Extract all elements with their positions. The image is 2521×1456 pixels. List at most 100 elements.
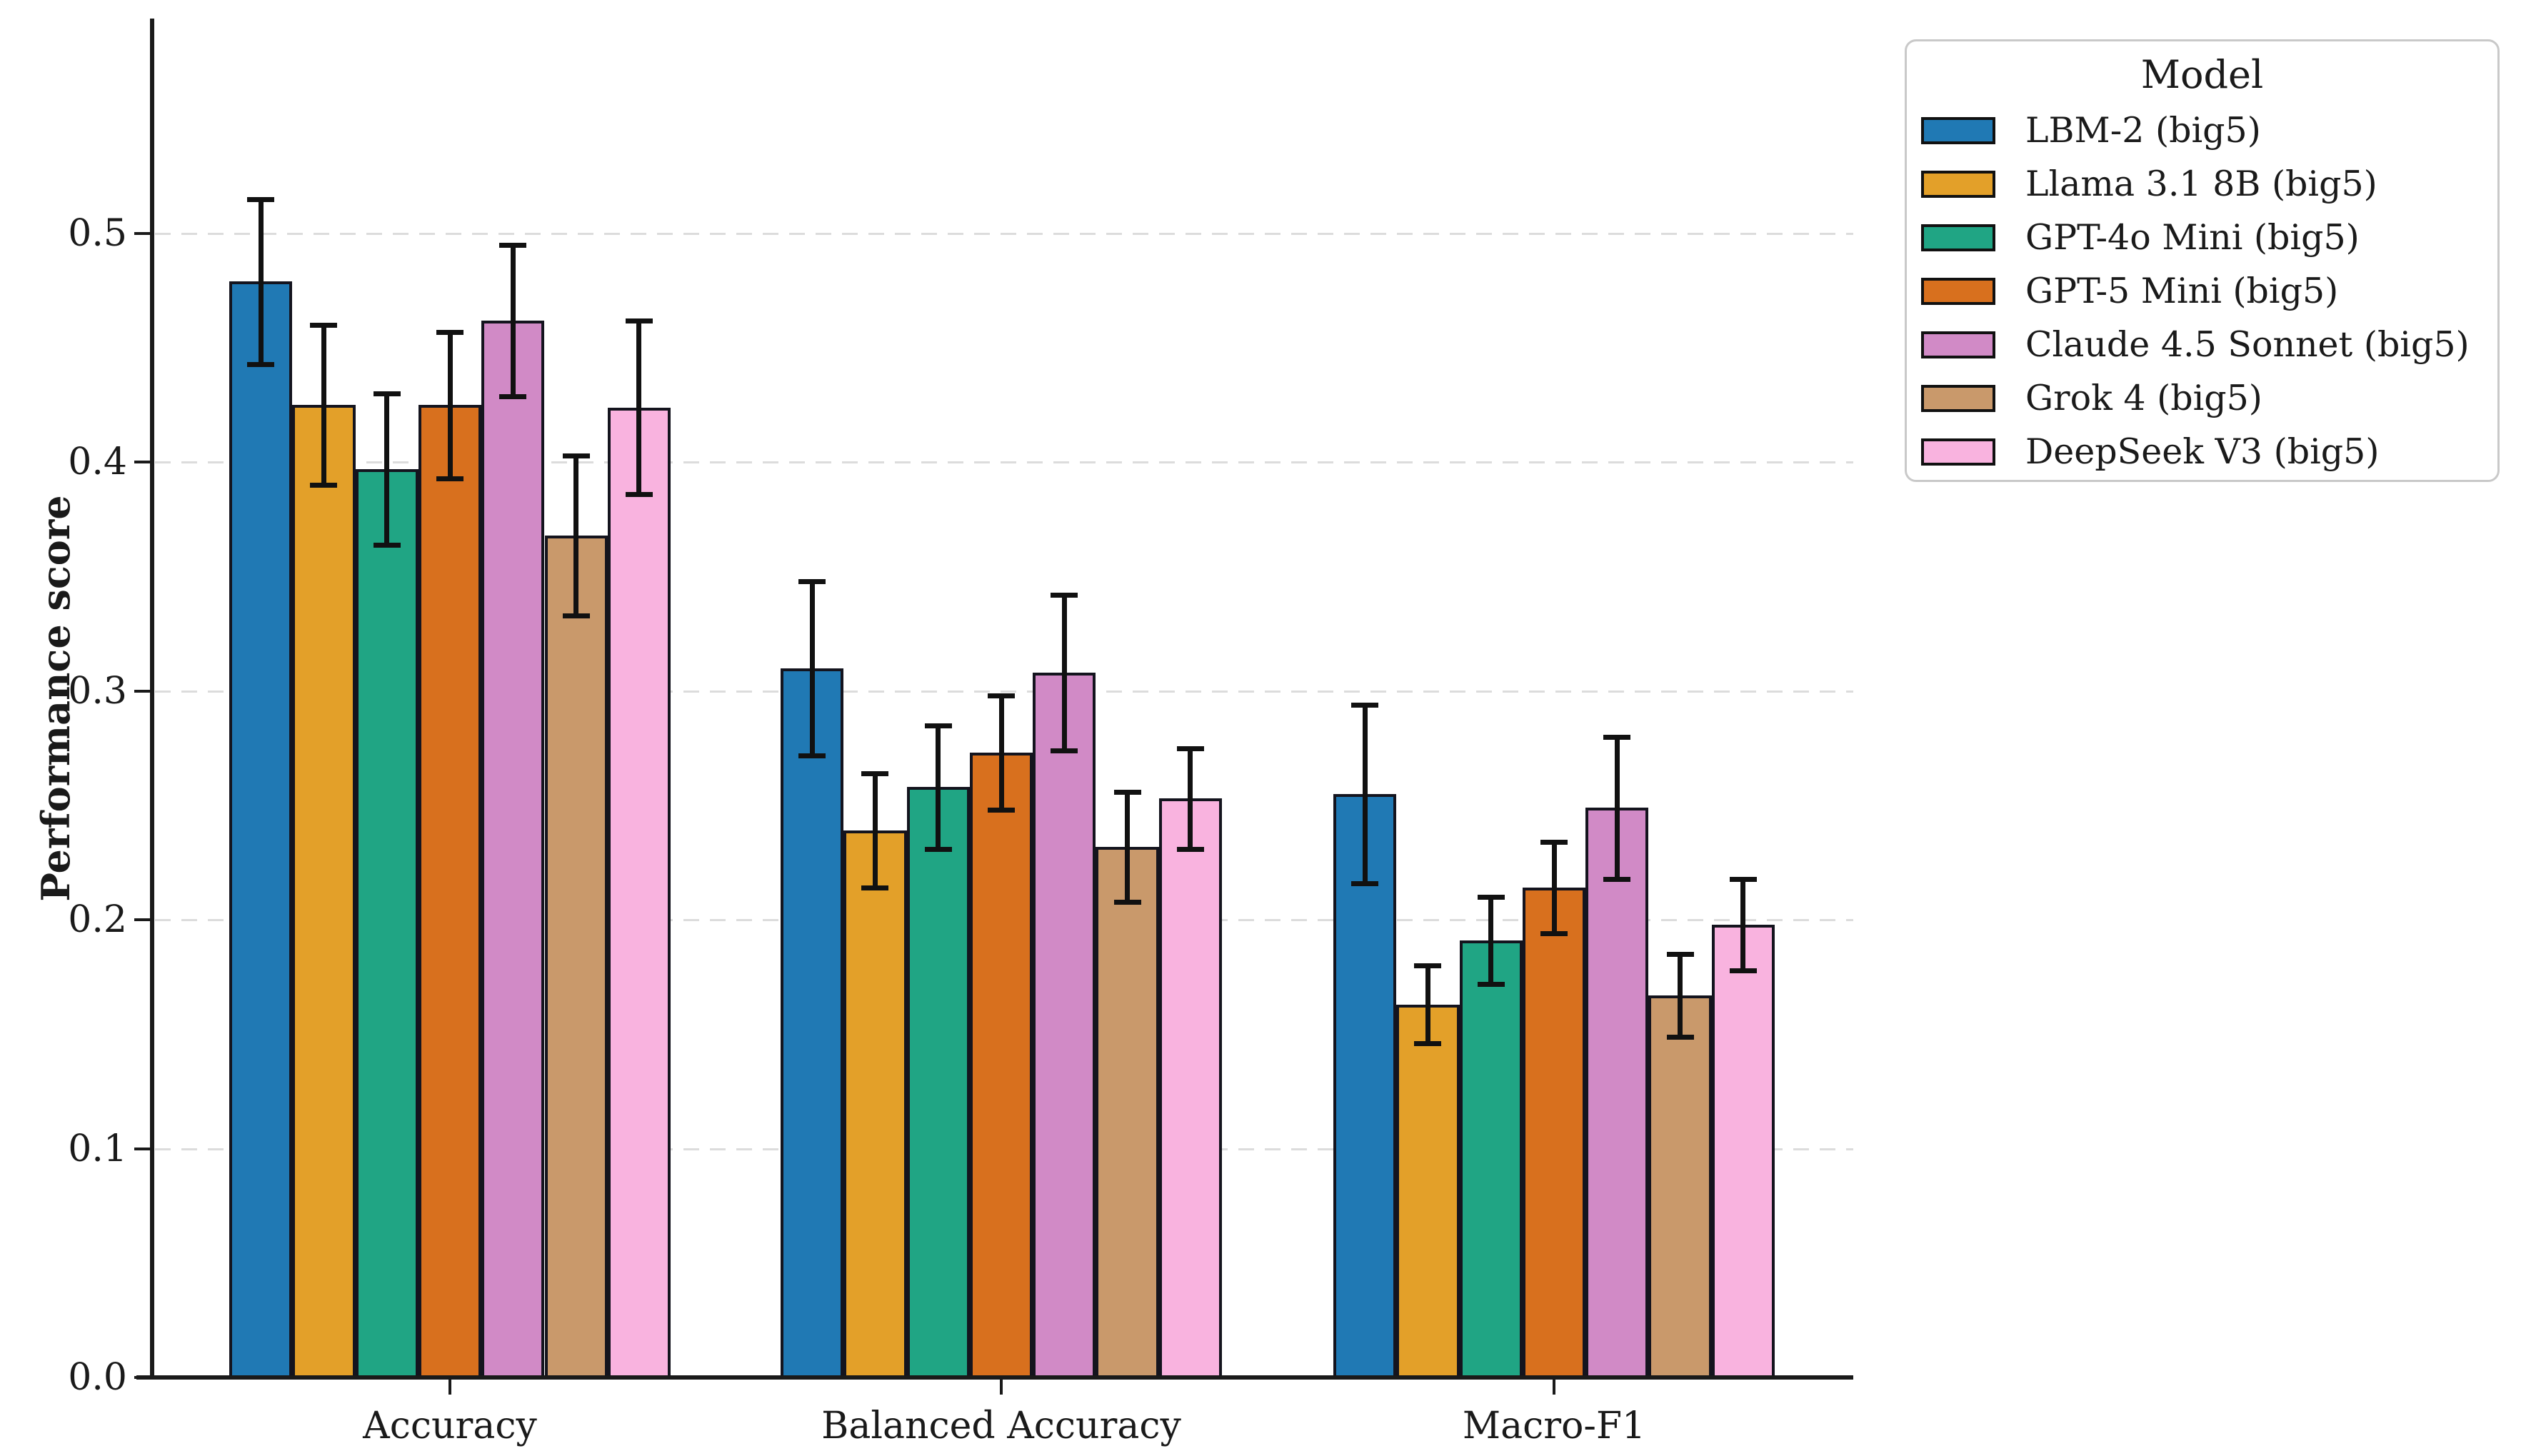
error-bar-cap-bottom — [310, 483, 338, 488]
error-bar-cap-top — [988, 693, 1015, 699]
error-bar-cap-top — [625, 318, 653, 323]
error-bar-cap-bottom — [861, 885, 889, 891]
error-bar-stem — [573, 455, 579, 616]
error-bar-cap-bottom — [1351, 880, 1379, 886]
error-bar-stem — [998, 696, 1004, 810]
y-tick-0.5 — [134, 232, 150, 235]
error-bar-stem — [809, 581, 815, 755]
error-bar-stem — [1551, 842, 1557, 934]
legend-swatch — [1921, 331, 1995, 358]
error-bar-cap-bottom — [1414, 1041, 1442, 1047]
error-bar-stem — [1188, 748, 1193, 849]
error-bar-stem — [872, 773, 878, 888]
y-tick-0.4 — [134, 461, 150, 464]
legend-swatch — [1921, 224, 1995, 251]
legend-item: Llama 3.1 8B (big5) — [1907, 164, 2497, 204]
legend-item-label: DeepSeek V3 (big5) — [2025, 431, 2380, 472]
error-bar-cap-bottom — [1477, 981, 1505, 987]
error-bar-cap-bottom — [1729, 968, 1757, 973]
bar-gpt-4o-mini-(big5)-1 — [906, 787, 970, 1379]
gridline-0.5 — [155, 233, 1853, 235]
y-tick-0.2 — [134, 918, 150, 922]
legend: Model LBM-2 (big5) Llama 3.1 8B (big5) GPT… — [1905, 39, 2500, 482]
error-bar-stem — [510, 245, 516, 396]
bar-grok-4-(big5)-2 — [1648, 995, 1712, 1379]
x-tick-2 — [1553, 1377, 1555, 1395]
error-bar-stem — [636, 320, 642, 495]
error-bar-stem — [1488, 897, 1494, 984]
legend-item: Claude 4.5 Sonnet (big5) — [1907, 325, 2497, 365]
error-bar-cap-bottom — [625, 492, 653, 498]
legend-item-label: Grok 4 (big5) — [2025, 378, 2262, 418]
error-bar-stem — [1362, 705, 1368, 883]
bar-claude-4.5-sonnet-(big5)-0 — [481, 320, 545, 1379]
bar-lbm-2-(big5)-1 — [780, 668, 844, 1379]
x-category-label: Macro-F1 — [1462, 1405, 1646, 1447]
error-bar-stem — [447, 331, 453, 478]
y-tick-label: 0.4 — [68, 441, 127, 484]
legend-item: GPT-5 Mini (big5) — [1907, 271, 2497, 311]
legend-item-label: LBM-2 (big5) — [2025, 110, 2261, 151]
bar-deepseek-v3-(big5)-0 — [607, 407, 671, 1379]
error-bar-stem — [1061, 595, 1067, 751]
error-bar-cap-bottom — [988, 808, 1015, 813]
error-bar-stem — [258, 199, 264, 364]
bar-gpt-5-mini-(big5)-0 — [418, 405, 482, 1379]
error-bar-cap-top — [861, 771, 889, 777]
error-bar-cap-top — [310, 323, 338, 328]
bar-lbm-2-(big5)-0 — [229, 281, 293, 1379]
legend-item-label: Llama 3.1 8B (big5) — [2025, 164, 2377, 204]
error-bar-cap-top — [436, 329, 463, 335]
legend-swatch — [1921, 171, 1995, 198]
error-bar-stem — [321, 325, 326, 486]
error-bar-cap-bottom — [562, 613, 590, 619]
error-bar-cap-bottom — [924, 846, 952, 852]
y-tick-label: 0.0 — [68, 1356, 127, 1399]
error-bar-cap-bottom — [1176, 846, 1204, 852]
error-bar-cap-bottom — [1051, 748, 1078, 754]
error-bar-cap-top — [1540, 840, 1568, 845]
error-bar-cap-top — [247, 196, 275, 202]
error-bar-cap-bottom — [1666, 1034, 1694, 1040]
legend-item-label: GPT-4o Mini (big5) — [2025, 217, 2360, 258]
y-tick-label: 0.2 — [68, 898, 127, 942]
y-tick-label: 0.3 — [68, 669, 127, 713]
error-bar-cap-top — [1729, 876, 1757, 882]
y-axis-spine — [150, 19, 154, 1380]
y-tick-0.0 — [134, 1376, 150, 1379]
error-bar-cap-top — [1051, 593, 1078, 598]
error-bar-cap-top — [1176, 745, 1204, 751]
bar-claude-4.5-sonnet-(big5)-2 — [1585, 808, 1649, 1379]
error-bar-cap-bottom — [499, 393, 527, 399]
error-bar-cap-bottom — [247, 361, 275, 367]
error-bar-cap-top — [499, 243, 527, 248]
error-bar-stem — [384, 393, 390, 545]
x-category-label: Accuracy — [363, 1405, 537, 1447]
error-bar-cap-top — [798, 579, 826, 584]
bar-gpt-5-mini-(big5)-1 — [969, 753, 1033, 1379]
bar-deepseek-v3-(big5)-1 — [1158, 798, 1223, 1379]
error-bar-cap-top — [924, 723, 952, 728]
legend-swatch — [1921, 438, 1995, 466]
legend-item: Grok 4 (big5) — [1907, 378, 2497, 418]
legend-item: LBM-2 (big5) — [1907, 111, 2497, 151]
bar-deepseek-v3-(big5)-2 — [1711, 924, 1775, 1379]
bar-grok-4-(big5)-0 — [544, 535, 608, 1379]
error-bar-cap-top — [1477, 895, 1505, 900]
legend-item-label: Claude 4.5 Sonnet (big5) — [2025, 324, 2470, 365]
y-tick-label: 0.1 — [68, 1127, 127, 1170]
error-bar-stem — [1125, 791, 1131, 902]
error-bar-stem — [1678, 954, 1683, 1037]
x-category-label: Balanced Accuracy — [821, 1405, 1181, 1447]
error-bar-cap-bottom — [798, 753, 826, 758]
y-tick-0.3 — [134, 689, 150, 693]
error-bar-stem — [1614, 736, 1620, 879]
legend-swatch — [1921, 117, 1995, 144]
legend-item: DeepSeek V3 (big5) — [1907, 432, 2497, 472]
legend-swatch — [1921, 385, 1995, 412]
legend-swatch — [1921, 278, 1995, 305]
error-bar-cap-bottom — [436, 476, 463, 481]
bar-gpt-4o-mini-(big5)-2 — [1459, 940, 1523, 1379]
error-bar-cap-top — [1666, 952, 1694, 958]
